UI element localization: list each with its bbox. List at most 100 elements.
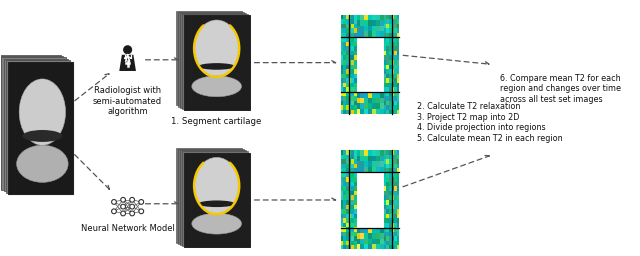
Bar [376,15,380,20]
Bar [346,42,349,46]
Bar [354,155,356,159]
Bar [387,78,389,83]
Bar [383,164,387,168]
Bar [360,92,364,98]
Bar [387,96,389,101]
Ellipse shape [19,79,65,145]
Bar [349,241,351,245]
Bar [387,164,389,168]
Bar [389,191,392,196]
Bar [351,28,354,33]
Bar [349,227,351,232]
Bar [349,96,351,101]
Bar [354,110,356,114]
Bar [397,37,399,42]
Bar [184,153,250,247]
Bar [351,69,354,73]
Bar [392,209,394,214]
Bar [380,103,383,109]
Bar [397,150,399,155]
Bar [394,200,397,205]
Bar [356,15,360,20]
Bar [394,150,397,155]
Bar [349,15,351,19]
Bar [397,46,399,51]
Bar [383,214,387,218]
Bar [392,205,394,209]
Bar [394,15,397,19]
Bar [346,200,349,205]
Bar [383,168,387,173]
Bar [349,56,351,60]
Bar [397,227,399,232]
Bar [389,33,392,37]
Bar [394,105,397,110]
Bar [372,233,376,239]
Bar [349,33,351,37]
Bar [387,101,389,105]
Bar [344,236,346,241]
Bar [360,244,364,250]
Bar [383,19,387,24]
Bar [340,42,344,46]
Circle shape [139,209,143,214]
Bar [360,109,364,114]
Bar [368,161,372,167]
Bar [397,196,399,200]
Bar [340,182,344,186]
Bar [389,46,392,51]
Bar [383,73,387,78]
Bar [389,223,392,227]
Bar [376,244,380,250]
Bar [394,214,397,218]
Bar [387,155,389,159]
Bar [394,65,397,69]
Bar [346,87,349,92]
Bar [392,214,394,218]
Bar [397,168,399,173]
Bar [368,31,372,37]
Ellipse shape [198,63,235,70]
Bar [392,69,394,73]
Bar [354,15,356,19]
Bar [349,46,351,51]
Bar [349,223,351,227]
Bar [354,214,356,218]
Bar [344,51,346,56]
Bar [351,56,354,60]
Bar [349,19,351,24]
Bar [387,241,389,245]
Bar [340,46,344,51]
Bar [364,228,368,233]
Bar [0,55,61,187]
Bar [372,150,376,156]
Bar [397,177,399,182]
Bar [392,196,394,200]
Bar [354,33,356,37]
Bar [354,46,356,51]
Bar [351,173,354,177]
Bar [351,42,354,46]
Bar [344,33,346,37]
Bar [340,164,344,168]
Bar [380,239,383,244]
Bar [392,155,394,159]
Bar [351,105,354,110]
Bar [383,33,387,37]
Bar [387,69,389,73]
Bar [376,239,380,244]
Bar [340,150,344,155]
Bar [340,24,344,28]
Bar [356,228,360,233]
Bar [397,205,399,209]
Bar [351,232,354,236]
Bar [349,205,351,209]
Bar [356,103,360,109]
Bar [392,236,394,241]
Bar [387,168,389,173]
Bar [344,96,346,101]
Bar [346,37,349,42]
Bar [346,177,349,182]
Bar [349,65,351,69]
Bar [389,96,392,101]
